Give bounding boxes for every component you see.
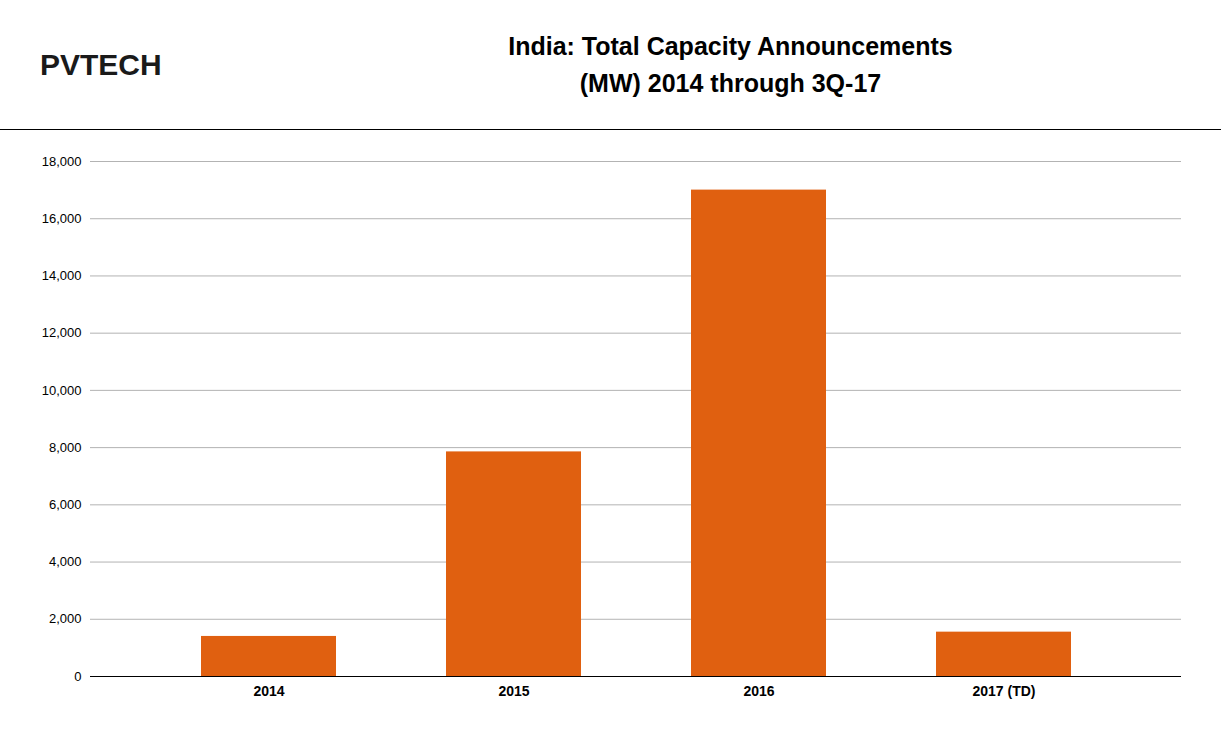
svg-text:2,000: 2,000 xyxy=(49,611,82,626)
svg-text:6,000: 6,000 xyxy=(49,497,82,512)
svg-text:12,000: 12,000 xyxy=(42,325,82,340)
html-text:PVTECH: PVTECH xyxy=(40,47,162,81)
svg-text:18,000: 18,000 xyxy=(42,154,82,169)
svg-text:0: 0 xyxy=(74,669,81,684)
svg-text:14,000: 14,000 xyxy=(42,268,82,283)
svg-text:2017 (TD): 2017 (TD) xyxy=(972,683,1035,699)
svg-text:4,000: 4,000 xyxy=(49,554,82,569)
svg-text:2014: 2014 xyxy=(253,683,284,699)
html-text:(MW) 2014 through 3Q-17: (MW) 2014 through 3Q-17 xyxy=(579,68,882,97)
svg-text:10,000: 10,000 xyxy=(42,383,82,398)
svg-text:16,000: 16,000 xyxy=(42,211,82,226)
html-text:India: Total Capacity Announce: India: Total Capacity Announcements xyxy=(508,32,953,61)
svg-text:2015: 2015 xyxy=(498,683,529,699)
svg-text:8,000: 8,000 xyxy=(49,440,82,455)
svg-text:2016: 2016 xyxy=(743,683,774,699)
